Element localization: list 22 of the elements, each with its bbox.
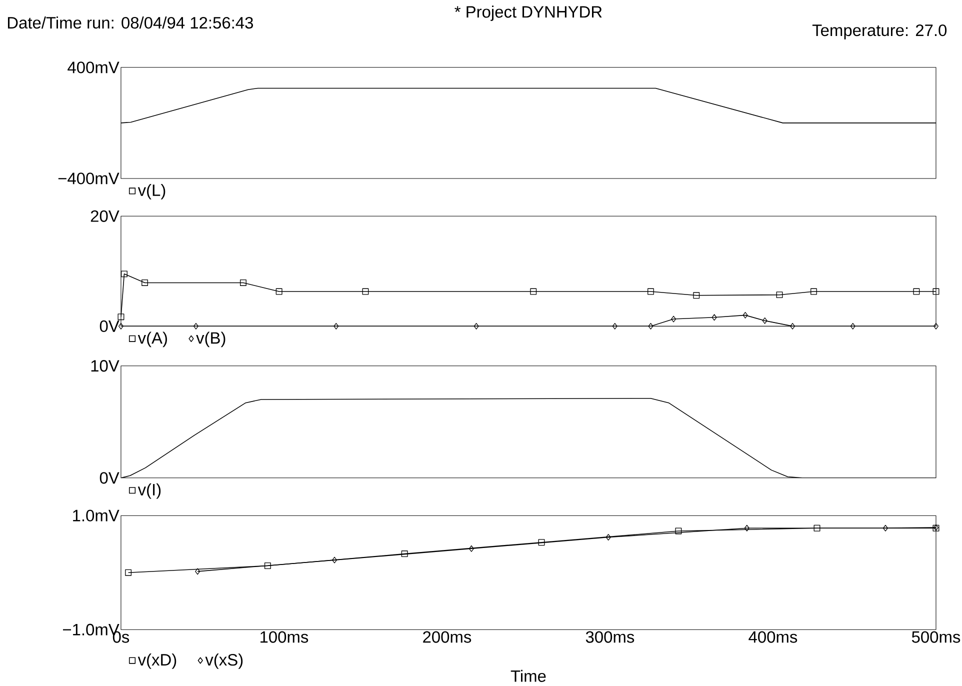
legend-label: v(xS) [205, 653, 243, 669]
chart-title: * Project DYNHYDR [454, 5, 602, 21]
x-tick-label: 300ms [586, 631, 634, 643]
x-tick-label: 400ms [748, 631, 798, 643]
legend-label: v(I) [138, 483, 161, 499]
y-tick-label: 0V [100, 320, 120, 332]
legend-label: v(A) [138, 332, 167, 347]
x-tick-label: 500ms [912, 631, 960, 643]
x-tick-label: 100ms [260, 631, 308, 643]
x-axis-title: Time [510, 670, 546, 682]
text: Date/Time run: 08/04/94 12:56:43 [8, 16, 253, 28]
y-tick-label: −400mV [58, 172, 120, 184]
y-tick-label: 400mV [68, 61, 120, 74]
legend-label: v(L) [138, 184, 166, 200]
text: Temperature: 27.0 [812, 24, 947, 40]
legend-label: v(B) [196, 332, 226, 347]
legend-label: v(xD) [138, 653, 176, 669]
x-tick-label: 200ms [423, 631, 472, 643]
y-tick-label: 0V [100, 472, 120, 484]
y-tick-label: 10V [91, 360, 120, 372]
y-tick-label: 1.0mV [73, 510, 120, 522]
y-tick-label: 20V [90, 210, 120, 222]
